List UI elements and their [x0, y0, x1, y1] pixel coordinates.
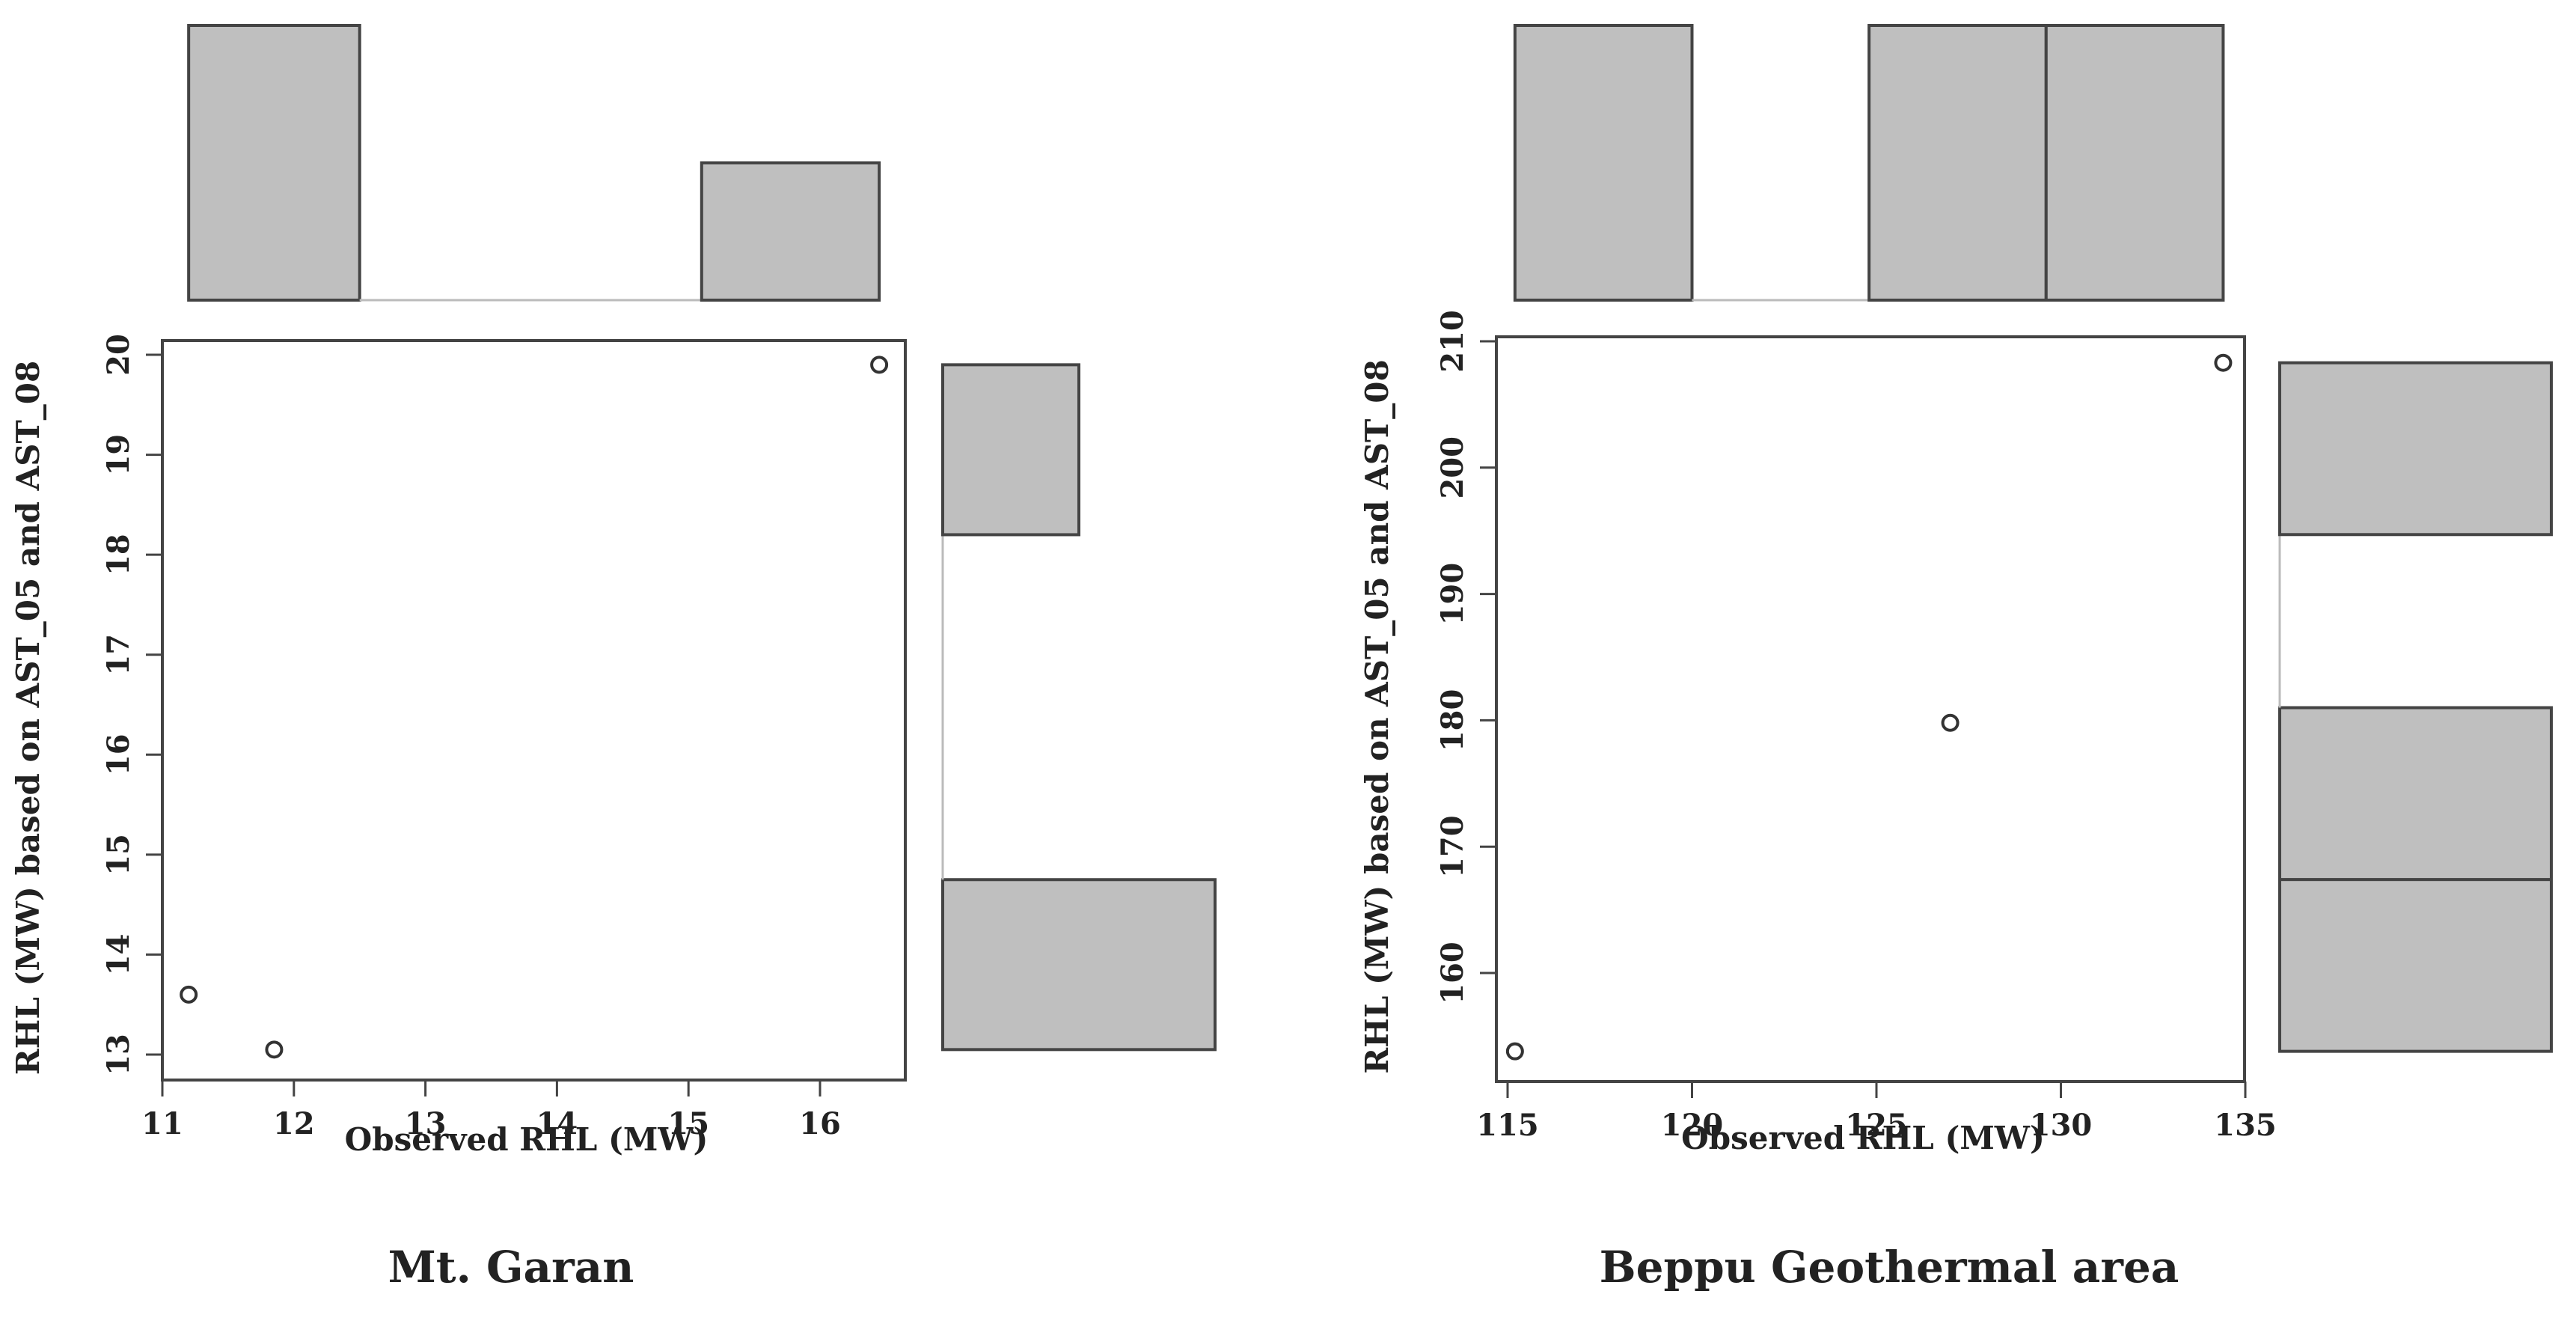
y-tick-label: 210	[1435, 310, 1470, 373]
data-point	[180, 985, 198, 1004]
y-tick-label: 19	[101, 434, 136, 476]
x-tick-label: 130	[2030, 1108, 2093, 1143]
x-tick-label: 12	[273, 1106, 315, 1141]
data-point	[870, 356, 889, 374]
x-tick-label: 15	[667, 1106, 709, 1141]
y-tick-label: 180	[1435, 689, 1470, 752]
right-histogram-bar	[2278, 878, 2553, 1053]
y-tick-label: 16	[101, 733, 136, 775]
top-histogram-bar	[1867, 24, 2048, 302]
y-tick-label: 170	[1435, 815, 1470, 878]
top-histogram-bar	[700, 161, 881, 302]
panel-mt-garan: 11 12 13 14 15 16 13 14 15 16 17 18 19 20 Observed RHL…	[10, 24, 1217, 1293]
plot-frame	[1495, 335, 2246, 1083]
y-tick-label: 200	[1435, 436, 1470, 499]
x-tick-label: 115	[1476, 1108, 1539, 1143]
y-tick-label: 18	[101, 534, 136, 576]
x-tick-label: 120	[1661, 1108, 1724, 1143]
y-tick-label: 20	[101, 334, 136, 376]
right-histogram-bar	[941, 363, 1080, 537]
y-axis-label: RHL (MW) based on AST_05 and AST_08	[1359, 359, 1395, 1073]
data-point	[1941, 713, 1959, 732]
x-axis-label: Observed RHL (MW)	[345, 1121, 709, 1158]
top-histogram-bar	[1513, 24, 1694, 302]
x-axis-label: Observed RHL (MW)	[1681, 1120, 2045, 1156]
data-point	[2214, 353, 2233, 372]
y-tick-label: 17	[101, 634, 136, 676]
top-histogram-bar	[187, 24, 361, 302]
panel-title: Mt. Garan	[388, 1242, 634, 1293]
panel-title: Beppu Geothermal area	[1600, 1242, 2179, 1293]
data-point	[1505, 1042, 1524, 1061]
x-tick-label: 11	[141, 1106, 183, 1141]
panel-beppu: 115 120 125 130 135 160 170 180 190 200 210 Observe…	[1359, 24, 2553, 1293]
y-axis-label: RHL (MW) based on AST_05 and AST_08	[10, 361, 46, 1075]
y-tick-label: 14	[101, 934, 136, 976]
x-tick-label: 135	[2214, 1108, 2277, 1143]
top-histogram-bar	[2044, 24, 2225, 302]
y-tick-label: 160	[1435, 942, 1470, 1004]
plot-frame	[161, 339, 907, 1082]
data-point	[265, 1040, 284, 1059]
x-tick-label: 14	[536, 1106, 578, 1141]
right-histogram-bar	[2278, 706, 2553, 882]
right-histogram-bar	[941, 878, 1217, 1052]
y-tick-label: 15	[101, 834, 136, 876]
y-tick-label: 190	[1435, 563, 1470, 626]
y-tick-label: 13	[101, 1034, 136, 1076]
x-tick-label: 16	[799, 1106, 841, 1141]
x-tick-label: 125	[1845, 1108, 1908, 1143]
x-tick-label: 13	[405, 1106, 447, 1141]
right-histogram-bar	[2278, 361, 2553, 537]
